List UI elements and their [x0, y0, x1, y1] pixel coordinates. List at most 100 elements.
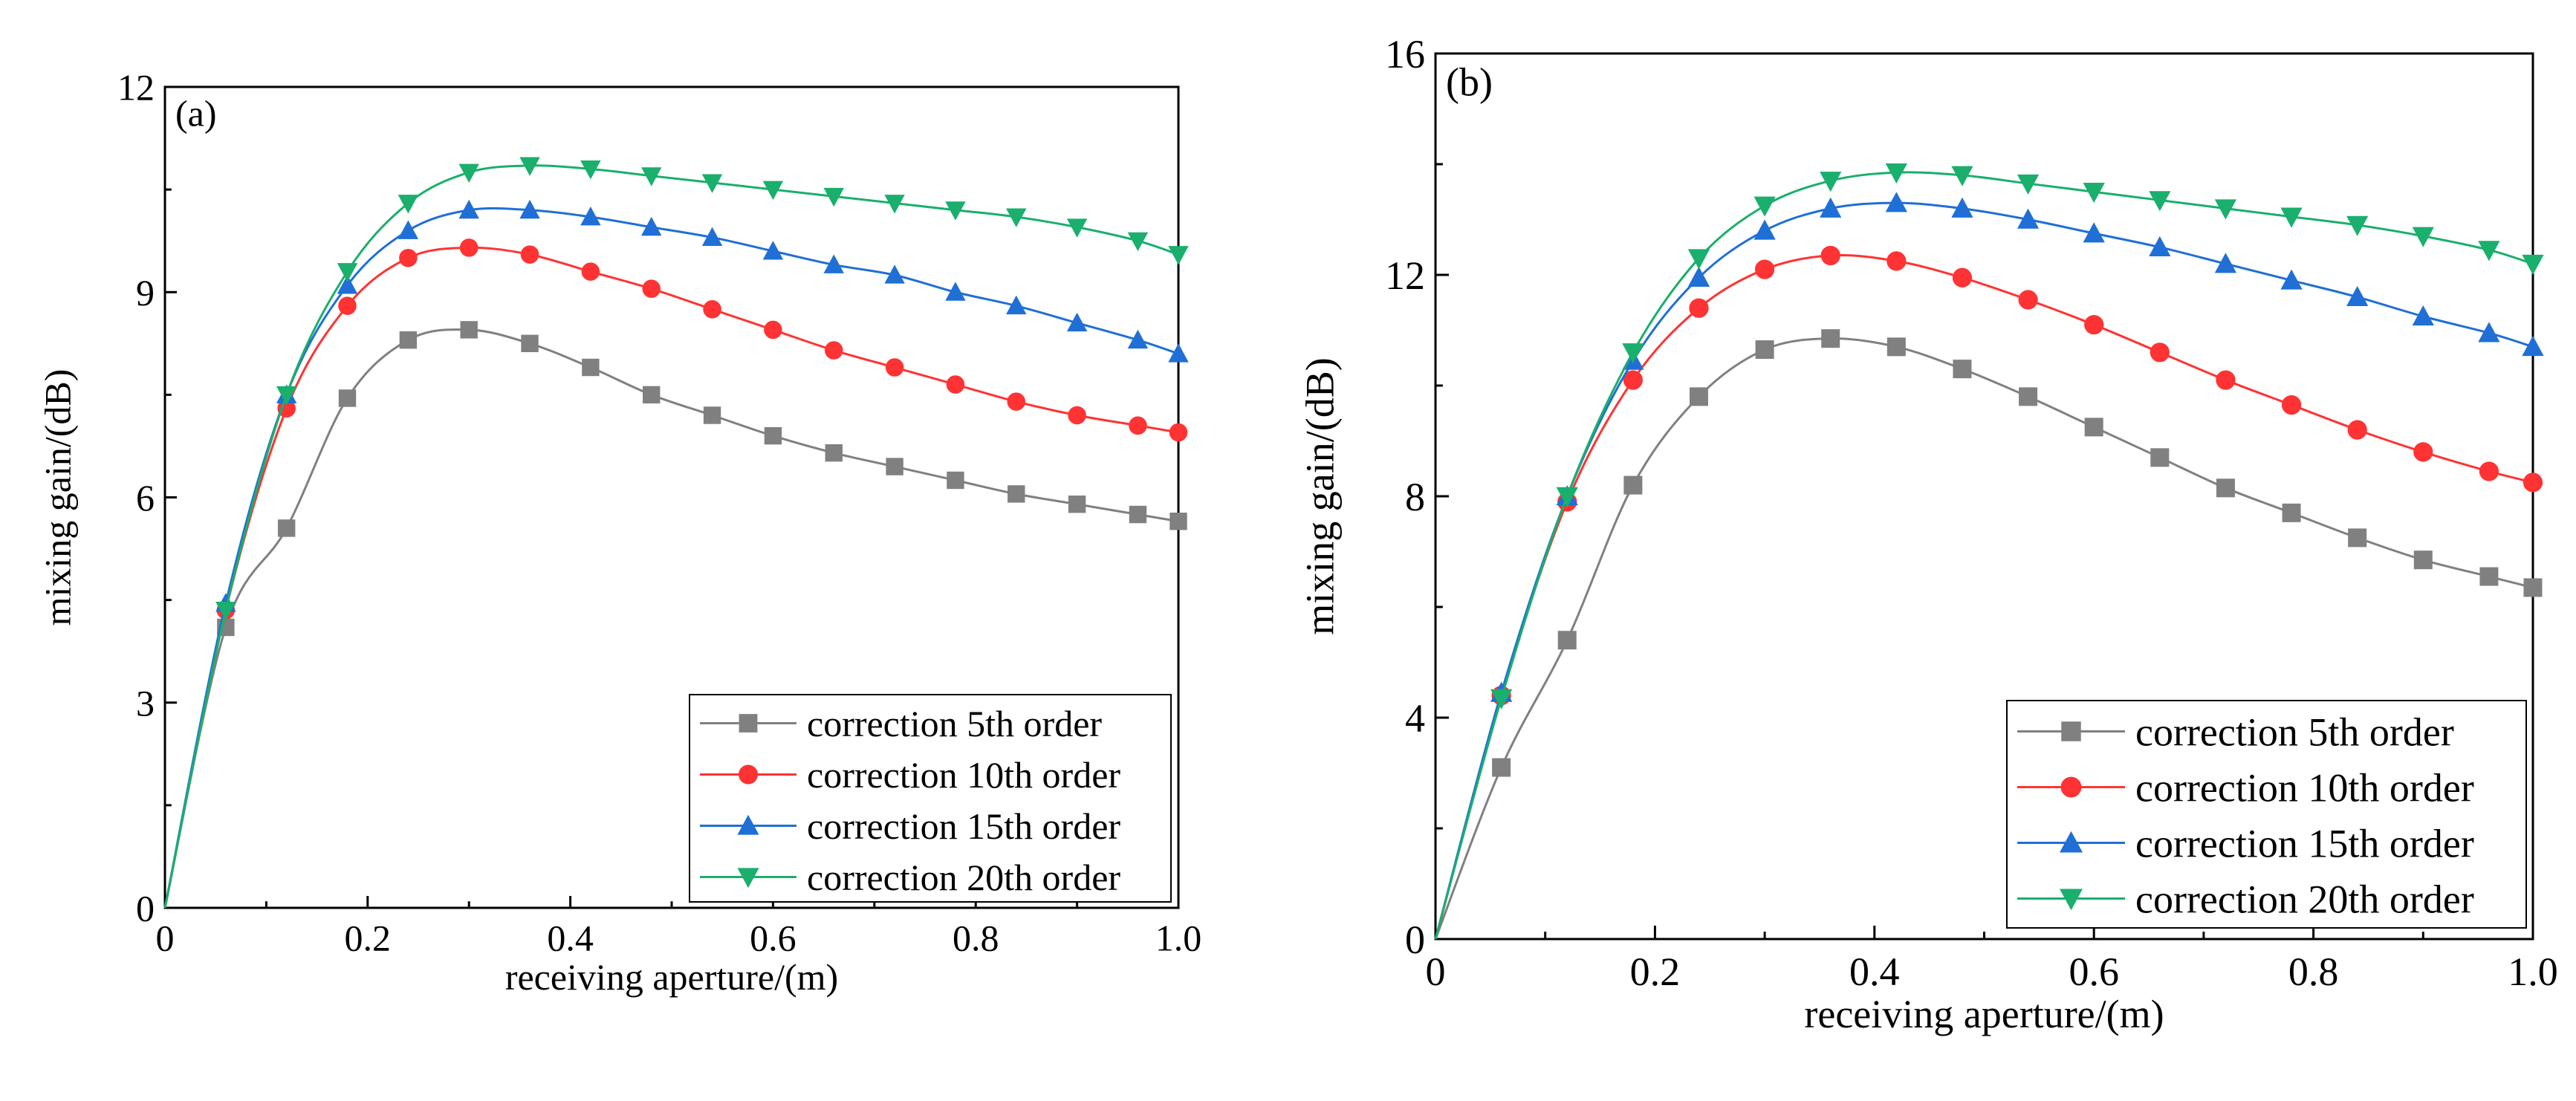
data-point	[580, 160, 601, 180]
x-axis: 0 0.2 0.4 0.6 0.8 1.0	[1426, 926, 2558, 994]
data-point	[1066, 218, 1088, 238]
data-point	[764, 426, 782, 445]
data-point	[2478, 241, 2500, 262]
data-point	[2281, 394, 2302, 415]
legend-entry: correction 15th order	[700, 805, 1120, 847]
data-point	[2084, 418, 2103, 437]
data-point	[2017, 208, 2040, 229]
data-point	[1820, 197, 1842, 218]
data-point	[764, 320, 782, 340]
data-point	[641, 167, 662, 186]
data-point	[823, 187, 844, 207]
series-group	[1434, 163, 2544, 940]
data-point	[2479, 461, 2499, 481]
data-point	[2280, 269, 2303, 290]
data-point	[2214, 253, 2237, 273]
x-tick-label: 0.2	[1630, 949, 1681, 994]
data-point	[762, 181, 784, 201]
data-point	[2017, 174, 2040, 195]
data-point	[1885, 192, 1907, 212]
data-point	[582, 358, 600, 377]
data-point	[1952, 267, 1973, 288]
data-point	[641, 216, 662, 236]
data-point	[642, 279, 661, 298]
data-point	[1753, 219, 1776, 240]
legend: correction 5th order correction 10th orde…	[689, 694, 1172, 903]
data-point	[398, 195, 419, 214]
data-point	[823, 254, 844, 273]
data-point	[2413, 442, 2433, 462]
data-point	[884, 264, 905, 284]
data-point	[2149, 191, 2171, 212]
data-point	[1755, 259, 1775, 279]
data-point	[2478, 322, 2500, 342]
data-point	[1007, 392, 1026, 411]
data-point	[2282, 503, 2301, 522]
x-axis-title: receiving aperture/(m)	[1804, 992, 2164, 1036]
data-point	[1820, 172, 1842, 192]
data-point	[825, 444, 843, 462]
series-0	[1434, 329, 2543, 940]
data-point	[459, 238, 478, 257]
y-tick-label: 4	[1405, 696, 1425, 741]
y-axis-title: mixing gain/(dB)	[1297, 357, 1342, 634]
legend: correction 5th order correction 10th orde…	[2006, 700, 2527, 929]
data-point	[277, 519, 296, 537]
data-point	[1753, 196, 1776, 217]
data-point	[2523, 472, 2543, 493]
data-point	[1953, 360, 1972, 379]
data-point	[1951, 197, 1973, 218]
data-point	[1168, 246, 1189, 265]
data-point	[337, 263, 358, 282]
data-point	[1008, 485, 1025, 503]
data-point	[643, 386, 661, 404]
legend-marker	[2059, 831, 2083, 853]
data-point	[2346, 285, 2369, 307]
data-point	[2522, 335, 2544, 357]
data-point	[2019, 387, 2038, 406]
data-point	[2412, 227, 2434, 247]
data-point	[2083, 183, 2105, 204]
data-point	[1755, 340, 1774, 360]
data-point	[1821, 329, 1840, 348]
data-point	[337, 275, 358, 294]
data-point	[520, 245, 539, 264]
legend-entry: correction 10th order	[2017, 765, 2474, 810]
data-point	[2084, 314, 2104, 335]
legend-label: correction 15th order	[2135, 821, 2474, 865]
legend-marker	[2060, 776, 2082, 798]
data-point	[2522, 254, 2544, 275]
legend-marker	[739, 764, 758, 785]
series-3	[1434, 163, 2544, 940]
data-point	[1820, 245, 1840, 266]
y-axis: 0 3 6 9 12	[117, 67, 177, 929]
data-point	[2214, 199, 2237, 220]
data-point	[2523, 578, 2543, 597]
x-tick-label: 0.6	[2069, 949, 2119, 994]
y-tick-label: 0	[1405, 918, 1425, 962]
series-line	[163, 164, 1179, 909]
data-point	[399, 331, 418, 349]
series-3	[163, 157, 1189, 909]
legend-marker	[2061, 721, 2081, 741]
x-tick-label: 1.0	[2508, 949, 2558, 994]
data-point	[2083, 222, 2105, 243]
legend-label: correction 5th order	[2135, 709, 2454, 754]
data-point	[460, 321, 478, 339]
legend-entry: correction 20th order	[700, 857, 1120, 898]
data-point	[2150, 448, 2170, 467]
legend-box	[689, 694, 1172, 903]
data-point	[1129, 416, 1147, 435]
data-point	[1687, 266, 1710, 287]
y-tick-label: 12	[1385, 253, 1425, 298]
data-point	[580, 207, 601, 226]
data-point	[521, 334, 539, 353]
x-tick-label: 0.4	[1849, 949, 1900, 994]
data-point	[1556, 487, 1578, 507]
data-point	[519, 199, 540, 219]
data-point	[519, 157, 540, 176]
legend-entry: correction 10th order	[700, 754, 1120, 796]
data-point	[1689, 387, 1708, 406]
series-line	[1434, 171, 2534, 940]
data-point	[2149, 236, 2171, 256]
